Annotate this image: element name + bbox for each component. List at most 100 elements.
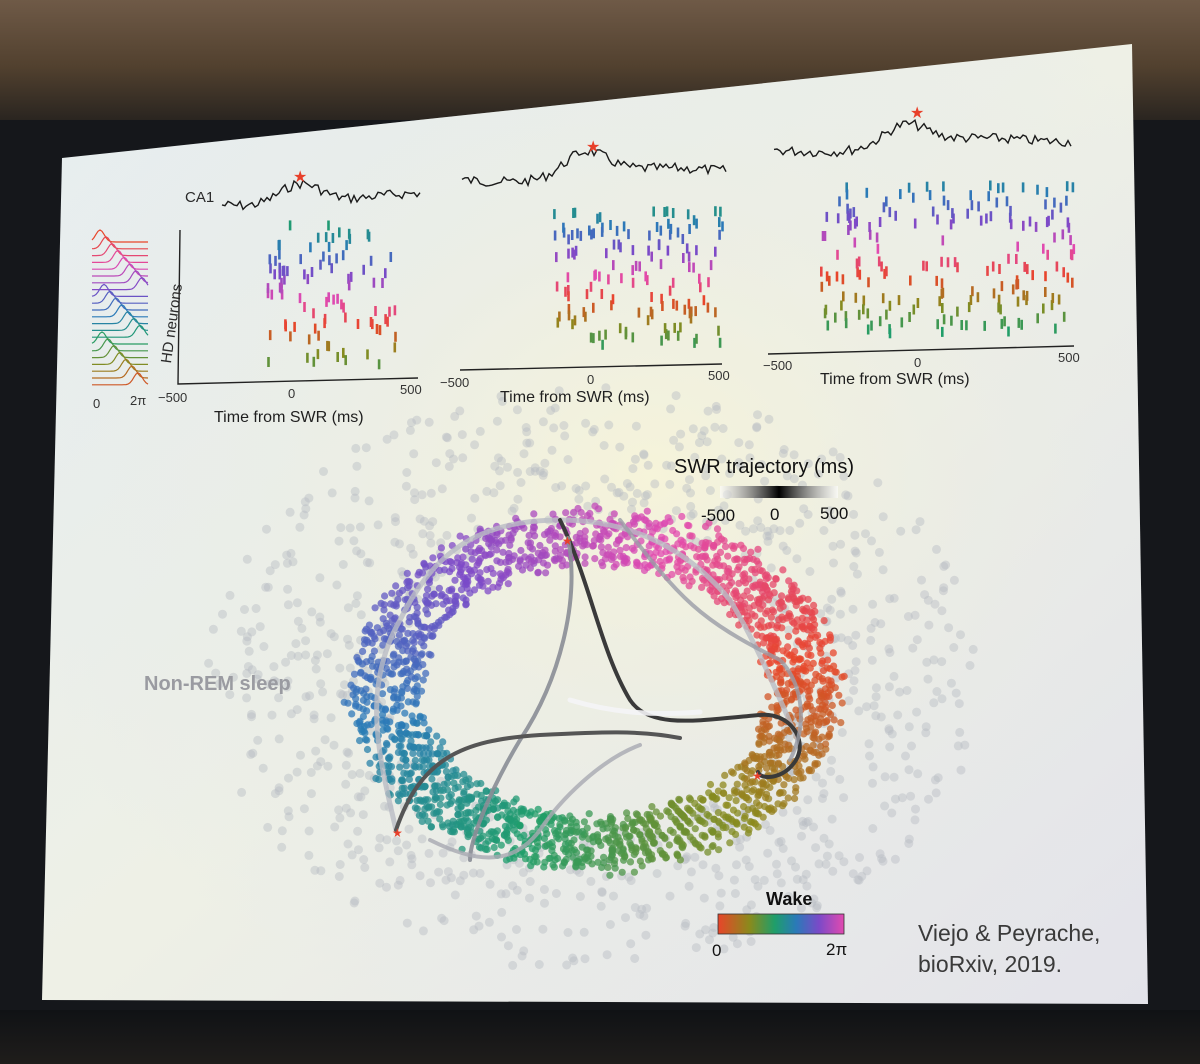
tuning-curve	[92, 270, 149, 284]
embedding-point	[802, 724, 810, 732]
embedding-point	[748, 767, 757, 775]
embedding-point	[806, 695, 814, 703]
embedding-point	[718, 424, 728, 433]
embedding-point	[816, 609, 826, 619]
embedding-point	[454, 811, 462, 819]
embedding-point	[834, 851, 844, 861]
embedding-point	[821, 859, 831, 869]
embedding-point	[424, 417, 434, 427]
embedding-point	[476, 525, 484, 533]
embedding-point	[648, 855, 657, 863]
embedding-point	[769, 764, 777, 772]
embedding-point	[508, 960, 518, 970]
embedding-point	[904, 722, 914, 732]
swr-trajectory-colorbar	[720, 486, 838, 498]
embedding-point	[478, 547, 486, 555]
citation-line-1: Viejo & Peyrache,	[918, 920, 1101, 946]
embedding-point	[770, 589, 778, 597]
embedding-point	[796, 655, 804, 663]
embedding-point	[315, 612, 325, 622]
embedding-point	[448, 828, 457, 836]
room-floor	[0, 1010, 1200, 1064]
embedding-point	[955, 727, 965, 737]
embedding-point	[580, 853, 589, 861]
embedding-point	[270, 789, 280, 799]
embedding-point	[628, 497, 637, 507]
embedding-point	[933, 773, 943, 783]
embedding-point	[823, 664, 831, 672]
embedding-point	[806, 635, 814, 643]
embedding-point	[568, 815, 577, 823]
embedding-point	[443, 801, 451, 809]
embedding-point	[731, 836, 741, 846]
embedding-point	[811, 772, 821, 782]
embedding-point	[743, 794, 751, 802]
embedding-point	[282, 558, 292, 568]
embedding-point	[435, 584, 443, 592]
embedding-point	[496, 570, 504, 578]
embedding-point	[711, 863, 721, 873]
embedding-point	[733, 820, 741, 828]
embedding-point	[292, 598, 302, 608]
embedding-point	[606, 856, 614, 864]
embedding-point	[912, 635, 922, 645]
embedding-point	[352, 695, 360, 703]
embedding-point	[218, 609, 227, 619]
embedding-point	[691, 943, 701, 953]
embedding-point	[743, 785, 751, 794]
embedding-point	[839, 857, 849, 867]
embedding-point	[684, 881, 694, 891]
panel-3-xlabel: Time from SWR (ms)	[820, 371, 970, 388]
embedding-point	[503, 941, 513, 951]
embedding-point	[897, 793, 907, 803]
embedding-point	[440, 780, 448, 788]
embedding-point	[353, 653, 361, 662]
swr-trajectory-title: SWR trajectory (ms)	[674, 456, 854, 478]
embedding-point	[554, 386, 564, 396]
embedding-point	[377, 599, 385, 608]
tuning-curve	[91, 283, 148, 297]
embedding-point	[382, 882, 391, 892]
embedding-point	[755, 560, 763, 568]
embedding-point	[393, 880, 403, 890]
embedding-point	[551, 889, 561, 898]
ca1-lfp-traces	[221, 119, 1072, 211]
citation: Viejo & Peyrache, bioRxiv, 2019.	[918, 918, 1100, 980]
embedding-point	[332, 580, 342, 590]
embedding-point	[204, 658, 214, 668]
embedding-point	[819, 526, 829, 535]
embedding-point	[735, 834, 745, 844]
embedding-point	[350, 493, 360, 503]
embedding-point	[757, 727, 766, 735]
embedding-point	[746, 554, 754, 563]
embedding-point	[322, 649, 332, 659]
wake-colorbar-tick-2pi: 2π	[826, 940, 848, 959]
embedding-point	[393, 637, 401, 646]
embedding-point	[746, 900, 756, 910]
embedding-point	[401, 709, 409, 717]
embedding-point	[807, 898, 817, 908]
embedding-point	[405, 618, 413, 626]
embedding-point	[871, 711, 881, 721]
embedding-point	[907, 741, 916, 751]
embedding-point	[525, 893, 534, 903]
embedding-point	[285, 507, 295, 517]
embedding-point	[361, 640, 369, 648]
swr-trajectories	[374, 517, 803, 862]
embedding-point	[686, 796, 695, 804]
embedding-point	[701, 471, 711, 481]
embedding-point	[446, 873, 456, 883]
embedding-point	[784, 892, 794, 901]
embedding-point	[740, 592, 748, 600]
embedding-point	[391, 517, 400, 527]
embedding-point	[873, 478, 883, 488]
embedding-point	[792, 874, 802, 884]
embedding-point	[447, 587, 456, 595]
embedding-point	[390, 663, 398, 671]
embedding-point	[960, 740, 970, 750]
embedding-point	[454, 554, 462, 562]
embedding-point	[807, 718, 815, 726]
embedding-point	[484, 587, 492, 595]
embedding-point	[651, 524, 659, 532]
